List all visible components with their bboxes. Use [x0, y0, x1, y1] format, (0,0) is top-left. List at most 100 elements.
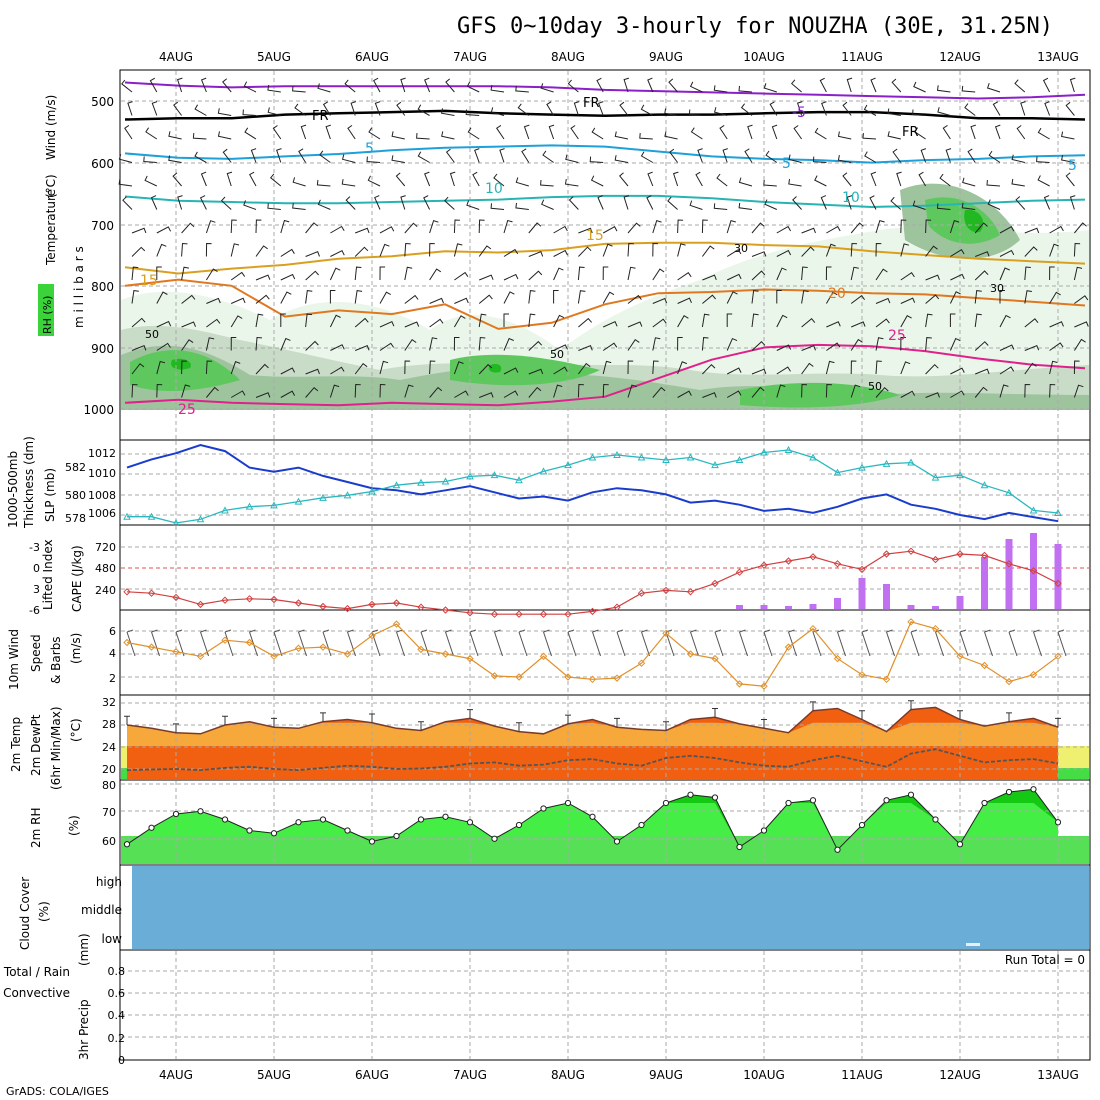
wind-barb [181, 360, 187, 375]
rh2m-point [197, 808, 204, 815]
cape-bar [981, 557, 988, 609]
wind-barb [640, 151, 654, 163]
wind-barb [1011, 154, 1025, 163]
wind-barb [429, 318, 444, 328]
wind-barb [222, 78, 232, 93]
thickness-point [392, 481, 401, 489]
wind-barb [701, 219, 708, 234]
y-tick-label: 0.4 [108, 1009, 126, 1022]
wind-barb [821, 101, 827, 116]
wind-barb [573, 101, 580, 116]
wind-barb [168, 155, 182, 163]
contour-label: FR [312, 109, 329, 124]
contour-label: 5 [365, 141, 374, 157]
wind-barb [344, 79, 356, 93]
wind10m-barb [494, 629, 503, 657]
wind-barb [949, 337, 961, 351]
wind-barb [280, 367, 296, 375]
contour-labels: FR FR FR -5 5 5 5 10 10 15 15 20 25 25 3… [140, 96, 1077, 418]
slp-grid [121, 441, 1089, 524]
wind-barb [850, 222, 864, 234]
wind10m-barb [910, 629, 920, 657]
rh2m-point [319, 816, 327, 823]
wind-barb [740, 103, 753, 116]
rh2m-point [834, 846, 841, 853]
wind-barb [319, 150, 331, 163]
wind-barb [850, 384, 861, 398]
wind-barb [553, 314, 565, 328]
cloud-cover-label: Cloud Cover [18, 877, 32, 950]
wind-barb [677, 272, 692, 281]
date-axis-top: 4AUG 5AUG 6AUG 7AUG 8AUG 9AUG 10AUG 11AU… [159, 50, 1079, 64]
lifted-index-point [858, 565, 866, 574]
wind-barb [230, 271, 246, 281]
wind-barb [396, 101, 406, 116]
grads-credit: GrADS: COLA/IGES [6, 1085, 109, 1098]
wind-barb [999, 384, 1009, 398]
wind10m-barb [518, 629, 528, 657]
wind-barb [1073, 266, 1083, 281]
wind-barb [1073, 384, 1084, 398]
wind-barb [646, 195, 654, 210]
lifted-index-point [1005, 560, 1013, 568]
contour-label: -5 [792, 105, 806, 121]
wind-barb [391, 131, 405, 140]
y-tick-label: 1000 [83, 403, 114, 417]
thickness-point [662, 455, 670, 464]
date-label: 9AUG [649, 50, 683, 64]
date-label: 11AUG [841, 1068, 883, 1082]
cape-bar [809, 604, 817, 609]
thickness-point [270, 501, 278, 509]
wind-barb [429, 386, 443, 398]
wind-barb [713, 203, 728, 210]
wind-barb [751, 222, 765, 234]
wind-barb [478, 336, 486, 351]
minmax-label: (6hr Min/Max) [49, 707, 63, 791]
wind-barb [801, 344, 816, 351]
y-tick-label: 0 [118, 1054, 125, 1067]
thickness-point [368, 487, 376, 495]
cape-bar [907, 605, 915, 609]
wind-barb [726, 219, 736, 234]
lifted-index-point [1054, 579, 1062, 588]
y-tick-label: 0 [33, 562, 40, 575]
wind-barbs-label: & Barbs [49, 636, 63, 684]
wind-barb [950, 390, 965, 398]
wind-barb [528, 368, 544, 375]
wind-barb [255, 274, 271, 281]
rh2m-point [1030, 786, 1037, 793]
wind-barb [429, 337, 438, 351]
wind-barb [156, 342, 171, 351]
wind-barb [1061, 131, 1075, 140]
wind-barb [423, 195, 431, 210]
lifted-index-point [735, 568, 744, 576]
rh2m-point [956, 841, 964, 848]
thickness-point [490, 471, 499, 479]
wind-barb [181, 266, 189, 281]
rh2m-point [466, 819, 474, 826]
wind10m-barb [322, 629, 332, 657]
lifted-yaxis: -6 -3 0 3 6 240 480 720 [29, 541, 116, 617]
wind-barb [726, 390, 742, 398]
wind-barb [864, 151, 877, 163]
rh2m-point [1005, 788, 1013, 796]
wind-barb [826, 225, 841, 234]
lifted-index-point [564, 610, 572, 618]
wind10m-point [784, 643, 793, 651]
wind-barb [812, 156, 827, 163]
wind10m-barb [886, 629, 895, 657]
cape-label: CAPE (J/kg) [70, 545, 84, 612]
slp-label: SLP (mb) [43, 468, 57, 522]
wind-barb [964, 103, 976, 116]
rh2m-point [662, 799, 670, 807]
lifted-index-point [515, 610, 523, 618]
rh2m-point [760, 827, 768, 834]
wind-barb [444, 196, 455, 210]
wind-barb [1049, 383, 1056, 398]
wind-barb [354, 363, 368, 375]
wind-barb [429, 242, 435, 257]
wind-barb [701, 313, 710, 328]
wind-barb [292, 177, 306, 187]
wind10m-point [735, 680, 744, 688]
